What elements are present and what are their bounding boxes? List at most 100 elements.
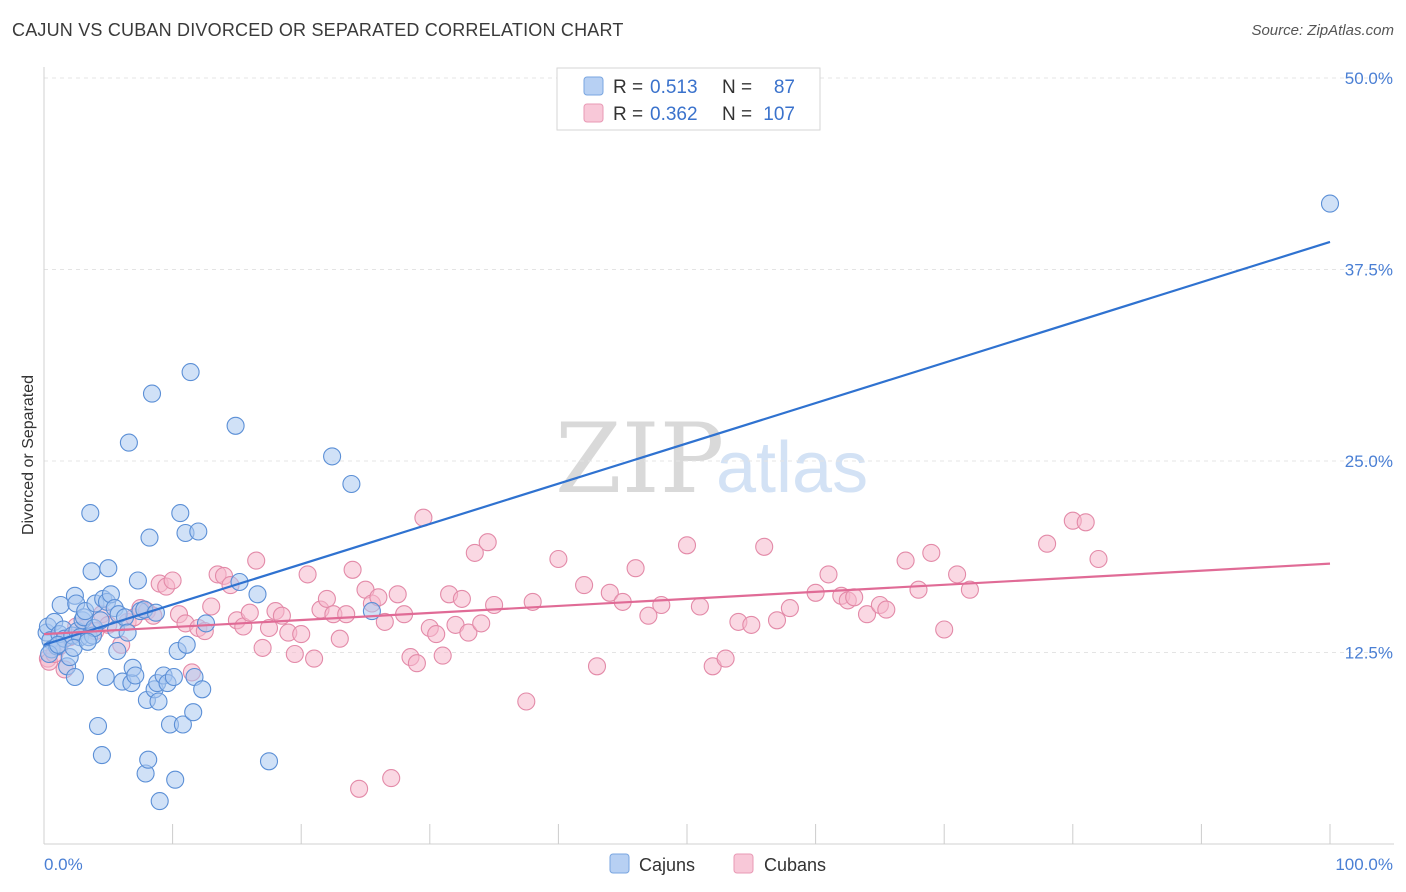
cajun-point: [1320, 194, 1340, 213]
cuban-point: [298, 565, 317, 584]
cuban-point: [382, 769, 401, 788]
legend-cajun-n-value: 87: [774, 77, 795, 98]
cuban-point: [922, 543, 941, 562]
cuban-point: [427, 625, 446, 644]
legend-cajun-r-value: 0.513: [650, 77, 698, 98]
legend-cuban-n-value: 107: [763, 104, 795, 125]
cuban-point: [517, 692, 536, 711]
cuban-point: [459, 623, 478, 642]
cuban-point: [877, 600, 896, 619]
cuban-point: [857, 605, 877, 624]
cuban-point: [639, 606, 658, 625]
legend-cajun-n-label: N =: [722, 77, 752, 98]
cuban-point: [337, 605, 356, 624]
y-tick-label: 37.5%: [1345, 261, 1393, 280]
legend-cajun-r-label: R =: [613, 77, 643, 98]
x-tick-label-min: 0.0%: [44, 855, 83, 874]
cajun-point: [81, 504, 100, 523]
cuban-trendline: [43, 562, 1331, 636]
y-axis-title: Divorced or Separated: [20, 375, 37, 535]
cuban-point: [780, 599, 799, 618]
axes: [43, 67, 1394, 845]
legend-cuban-r-label: R =: [613, 104, 643, 125]
cuban-point: [317, 589, 336, 608]
cajun-point: [189, 522, 208, 541]
cajun-point: [181, 363, 200, 382]
cuban-point: [549, 549, 568, 569]
x-tick-label-max: 100.0%: [1335, 855, 1393, 874]
cuban-point: [575, 576, 594, 595]
cuban-point: [1038, 534, 1057, 553]
cuban-point: [388, 585, 407, 604]
cuban-point: [485, 595, 504, 615]
cuban-point: [819, 565, 838, 584]
watermark-atlas: atlas: [716, 428, 868, 508]
cajun-point: [184, 703, 203, 722]
cuban-point: [742, 615, 761, 634]
cajun-point: [150, 792, 169, 811]
cajun-point: [342, 474, 361, 494]
legend-cuban-n-label: N =: [722, 104, 752, 125]
cajun-point: [78, 632, 97, 651]
cuban-point: [845, 588, 864, 607]
cuban-point: [935, 620, 954, 639]
trendlines: [43, 240, 1331, 646]
cuban-point: [1076, 513, 1095, 532]
cuban-point: [690, 597, 709, 616]
cuban-point: [375, 612, 394, 631]
y-tick-label: 50.0%: [1345, 69, 1393, 88]
cuban-point: [247, 551, 266, 570]
y-tick-label: 25.0%: [1345, 452, 1393, 471]
cuban-point: [1089, 549, 1108, 569]
cuban-point: [285, 644, 304, 664]
cajun-point: [177, 635, 196, 654]
cuban-point: [960, 580, 979, 599]
cajun-point: [226, 416, 245, 435]
cuban-points: [38, 508, 1108, 798]
cuban-point: [343, 560, 362, 579]
cuban-point: [626, 559, 645, 578]
cajun-point: [323, 447, 342, 466]
source-label: Source: ZipAtlas.com: [1251, 22, 1394, 39]
legend-bottom-cajun-swatch: [609, 853, 630, 874]
cuban-point: [292, 625, 311, 644]
cajun-point: [119, 433, 138, 452]
cuban-point: [767, 611, 787, 630]
cuban-point: [350, 779, 369, 798]
y-tick-label: 12.5%: [1345, 644, 1393, 663]
legend-bottom-cuban-label: Cubans: [764, 855, 826, 875]
y-tick-labels: 12.5% 25.0% 37.5% 50.0%: [1345, 69, 1393, 663]
cajun-point: [126, 666, 145, 685]
cuban-point: [472, 614, 491, 633]
cajun-point: [171, 504, 190, 523]
cajun-point: [91, 611, 110, 630]
legend-top: R = 0.513 N = 87 R = 0.362 N = 107: [556, 67, 821, 131]
cajun-point: [196, 614, 216, 633]
cajun-point: [92, 746, 111, 765]
cajun-point: [164, 667, 183, 687]
cajun-point: [88, 716, 108, 736]
cuban-point: [677, 536, 697, 555]
cajun-trendline: [43, 240, 1331, 646]
x-ticks: [172, 824, 1331, 844]
cuban-point: [452, 589, 471, 608]
cuban-point: [896, 551, 915, 570]
legend-cuban-swatch: [583, 103, 604, 123]
cajun-point: [149, 692, 168, 711]
cuban-point: [253, 638, 272, 657]
legend-cajun-swatch: [583, 76, 604, 96]
cuban-point: [478, 533, 497, 552]
chart-title: CAJUN VS CUBAN DIVORCED OR SEPARATED COR…: [12, 20, 624, 40]
cajun-point: [128, 571, 147, 590]
cajun-point: [65, 667, 84, 687]
cajun-point: [166, 770, 185, 789]
cuban-point: [587, 657, 607, 676]
legend-bottom-cuban-swatch: [733, 853, 754, 874]
cuban-point: [909, 580, 928, 599]
legend-bottom-cajun-label: Cajuns: [639, 855, 695, 875]
gridlines: [44, 77, 1394, 653]
cajun-point: [96, 667, 115, 687]
cajun-point: [139, 750, 158, 769]
cuban-point: [433, 646, 452, 665]
cuban-point: [755, 537, 774, 556]
